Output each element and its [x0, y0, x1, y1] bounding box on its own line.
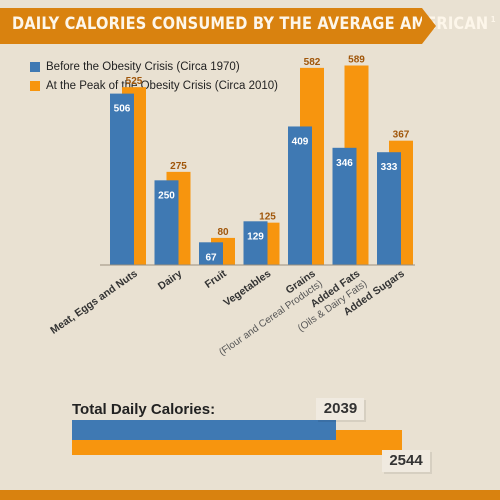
- bar-before-0: [110, 93, 134, 265]
- bar-label-peak-4: 582: [304, 57, 321, 68]
- chart-title: DAILY CALORIES CONSUMED BY THE AVERAGE A…: [12, 14, 496, 34]
- bar-before-3: [243, 221, 268, 265]
- bar-label-peak-5: 589: [348, 55, 365, 66]
- bar-before-2: [199, 242, 223, 265]
- category-label-1: Dairy: [156, 268, 185, 293]
- legend: Before the Obesity Crisis (Circa 1970) A…: [30, 57, 278, 95]
- legend-swatch-before: [30, 61, 40, 72]
- bar-label-before-3: 129: [247, 231, 264, 242]
- category-label-3: Vegetables: [221, 268, 273, 309]
- bar-before-4: [288, 126, 312, 265]
- total-daily-calories-label: Total Daily Calories:: [72, 401, 216, 418]
- legend-item-before: Before the Obesity Crisis (Circa 1970): [30, 57, 278, 76]
- total-peak-value: 2544: [382, 450, 430, 472]
- total-before-bar: [72, 420, 337, 440]
- bottom-strip: [0, 490, 500, 500]
- bar-before-5: [332, 147, 357, 265]
- bar-label-before-4: 409: [292, 136, 309, 147]
- total-before-value: 2039: [316, 398, 365, 420]
- bar-label-before-6: 333: [381, 162, 398, 173]
- bar-label-peak-0: 525: [126, 76, 143, 87]
- legend-label-peak: At the Peak of the Obesity Crisis (Circa…: [46, 79, 279, 92]
- bar-label-before-0: 506: [114, 104, 131, 115]
- legend-item-peak: At the Peak of the Obesity Crisis (Circa…: [30, 76, 278, 95]
- title-banner: DAILY CALORIES CONSUMED BY THE AVERAGE A…: [0, 8, 496, 44]
- legend-label-before: Before the Obesity Crisis (Circa 1970): [46, 60, 240, 73]
- chart-title-text: DAILY CALORIES CONSUMED BY THE AVERAGE A…: [12, 14, 489, 34]
- legend-swatch-peak: [30, 80, 40, 91]
- bar-before-6: [377, 152, 401, 265]
- bar-label-peak-6: 367: [393, 130, 410, 141]
- bar-label-before-1: 250: [158, 190, 175, 201]
- category-label-0: Meat, Eggs and Nuts: [48, 268, 140, 337]
- bar-chart: 525 506 Meat, Eggs and Nuts 275 250 Dairy 80 67…: [48, 55, 415, 358]
- bar-label-peak-1: 275: [170, 161, 187, 172]
- footnote-mark: 1: [490, 15, 496, 25]
- bar-label-before-2: 67: [205, 252, 217, 263]
- bar-label-before-5: 346: [336, 158, 353, 169]
- bar-label-peak-3: 125: [259, 212, 276, 223]
- bar-label-peak-2: 80: [217, 227, 229, 238]
- bar-before-1: [154, 180, 179, 265]
- category-label-2: Fruit: [203, 267, 229, 290]
